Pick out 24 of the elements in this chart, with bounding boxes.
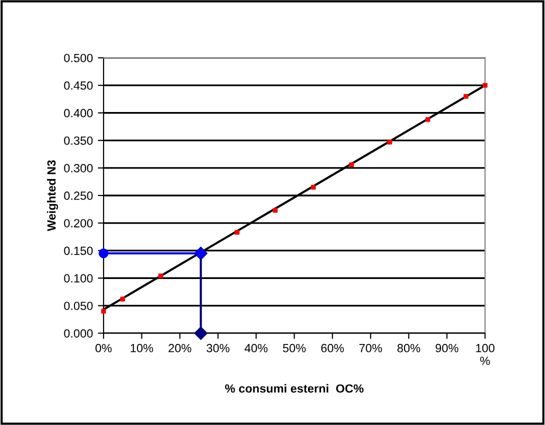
y-tick-label: 0.350 (64, 136, 93, 145)
y-tick-label: 0.050 (64, 302, 93, 310)
x-axis-title: % consumi esterni OC% (225, 384, 364, 393)
x-tick-label: 100 % (476, 344, 494, 365)
y-tick-label: 0.400 (64, 108, 93, 118)
y-tick-label: 0.150 (64, 246, 93, 255)
x-tick-label: 30% (206, 344, 230, 352)
y-tick-label: 0.100 (64, 274, 93, 283)
x-tick-label: 70% (359, 344, 382, 352)
x-tick-label: 10% (130, 344, 154, 352)
x-tick-label: 0% (95, 344, 112, 352)
y-tick-label: 0.000 (64, 329, 93, 338)
x-tick-label: 20% (168, 344, 192, 352)
x-tick-label: 50% (282, 344, 306, 352)
x-tick-label: 60% (321, 344, 344, 352)
y-tick-label: 0.200 (64, 219, 93, 228)
x-tick-label: 80% (397, 344, 420, 352)
y-tick-label: 0.250 (64, 192, 93, 200)
x-tick-label: 90% (436, 344, 458, 352)
y-tick-label: 0.300 (64, 164, 93, 172)
x-tick-label: 40% (244, 344, 268, 352)
y-axis-title: Weighted N3 (46, 160, 58, 232)
y-tick-label: 0.500 (64, 54, 93, 62)
y-tick-label: 0.450 (64, 81, 93, 90)
